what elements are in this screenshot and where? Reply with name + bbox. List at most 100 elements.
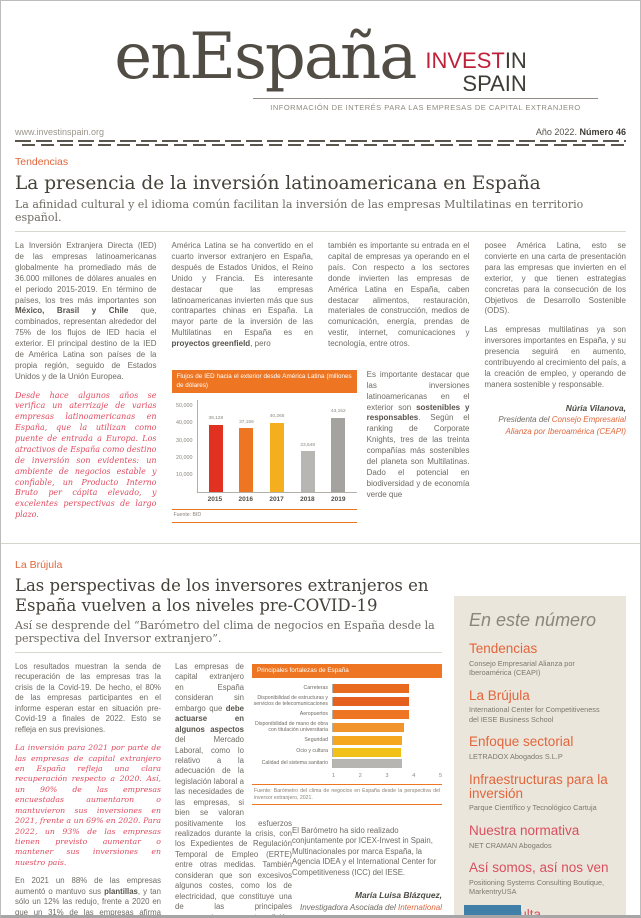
bar-5 bbox=[333, 747, 402, 757]
issue-meta-row: www.investinspain.org Año 2022. Número 4… bbox=[15, 127, 626, 137]
bar-row: Disponibilidad de estructuras y servicio… bbox=[252, 694, 442, 708]
article1-column-3-continued: Es importante destacar que las inversion… bbox=[367, 370, 470, 509]
text-segment: En 2021 un 88% de las empresas aumentó o… bbox=[15, 876, 161, 896]
y-tick-label: 30,000 bbox=[176, 437, 193, 444]
bar-group-2015: 39,128 bbox=[201, 416, 232, 493]
bar-track bbox=[332, 697, 442, 707]
sidebar-item-title: Tendencias bbox=[469, 641, 538, 657]
paragraph: Las empresas multilatinas ya son inverso… bbox=[484, 325, 627, 389]
section-divider bbox=[1, 543, 640, 545]
paragraph: también es importante su entrada en el c… bbox=[328, 241, 470, 349]
article1-chart-row: Flujos de IED hacia el exterior desde Am… bbox=[171, 369, 470, 529]
sidebar-item-subtitle: International Center for Competitiveness… bbox=[469, 705, 600, 724]
sidebar-item-enfoque-sectorial[interactable]: Enfoque sectorial LETRADOX Abogados S.L.P bbox=[469, 735, 611, 761]
article2-signature: María Luisa Blázquez, Investigadora Asoc… bbox=[292, 890, 442, 915]
y-tick-label: 10,000 bbox=[176, 471, 193, 478]
bar-group-2018: 23,648 bbox=[292, 442, 323, 493]
bar-track bbox=[332, 710, 442, 720]
bar-group-2019: 43,152 bbox=[323, 409, 354, 493]
wordmark-enespana: enEspaña bbox=[114, 20, 417, 94]
category-label: Disponibilidad de estructuras y servicio… bbox=[253, 694, 328, 707]
sidebar-item-title: Nuestra normativa bbox=[469, 822, 580, 838]
sidebar-item-title: Infraestructuras para la inversión bbox=[469, 771, 608, 801]
divider bbox=[15, 652, 442, 653]
sidebar-item-subtitle: Parque Científico y Tecnológico Cartuja bbox=[469, 803, 597, 813]
x-tick-label: 2016 bbox=[238, 496, 253, 504]
bar-row: Seguridad bbox=[252, 736, 442, 746]
sidebar-item-asi-somos[interactable]: Así somos, así nos ven Positioning System… bbox=[469, 860, 611, 897]
sidebar-item-title: La Brújula bbox=[469, 687, 530, 703]
bar-value-label: 23,648 bbox=[300, 442, 316, 448]
paragraph: La Inversión Extranjera Directa (IED) de… bbox=[15, 241, 157, 382]
chart-title: Principales fortalezas de España bbox=[252, 664, 442, 679]
bars-area: 39,128 37,156 40,265 23,648 43,152 bbox=[196, 400, 357, 494]
bar-4 bbox=[333, 736, 403, 746]
article2-column-2-3: Principales fortalezas de España Carrete… bbox=[175, 662, 442, 918]
text-segment: , pero bbox=[250, 339, 271, 349]
bar-value-label: 43,152 bbox=[330, 409, 346, 415]
bar-2015 bbox=[208, 424, 223, 493]
bar-value-label: 37,156 bbox=[239, 419, 254, 425]
category-label: Carreteras bbox=[303, 684, 328, 691]
text-segment: Investigadora Asociada del bbox=[299, 902, 398, 912]
y-tick-label: 20,000 bbox=[176, 454, 193, 461]
website-link[interactable]: www.investinspain.org bbox=[15, 127, 105, 138]
article2-column-1: Los resultados muestran la senda de recu… bbox=[15, 662, 161, 915]
x-tick-label: 1 bbox=[332, 772, 336, 779]
article1-signature: Núria Vilanova, Presidenta del Consejo E… bbox=[485, 403, 627, 437]
chart-title: Flujos de IED hacia el exterior desde Am… bbox=[171, 369, 357, 394]
issue-info: Año 2022. Número 46 bbox=[536, 127, 626, 137]
bar-2 bbox=[333, 710, 410, 720]
x-tick-label: 2015 bbox=[207, 496, 223, 504]
x-tick-label: 3 bbox=[385, 772, 389, 779]
paragraph: Es importante destacar que las inversion… bbox=[367, 370, 470, 501]
bar-group-2016: 37,156 bbox=[231, 419, 262, 493]
text-segment: Es importante destacar que las inversion… bbox=[366, 369, 470, 412]
x-axis: 2015 2016 2017 2018 2019 bbox=[197, 493, 357, 505]
bar-3 bbox=[333, 723, 404, 733]
bar-value-label: 40,265 bbox=[269, 414, 285, 420]
bar-group-2017: 40,265 bbox=[262, 414, 293, 493]
text-segment: sostenibles y responsables bbox=[366, 402, 470, 423]
bar-track bbox=[332, 736, 442, 746]
article1-headline: La presencia de la inversión latinoameri… bbox=[15, 173, 541, 195]
y-tick-label: 50,000 bbox=[176, 403, 193, 410]
section-label-la-brujula: La Brújula bbox=[15, 559, 63, 572]
bar-track bbox=[332, 759, 442, 769]
sidebar-item-title: Enfoque sectorial bbox=[469, 734, 574, 750]
logo: enEspaña INVESTIN SPAIN bbox=[15, 20, 626, 95]
ceapi-link[interactable]: Consejo Empresarial Alianza por Iberoamé… bbox=[505, 415, 627, 436]
y-tick-label: 40,000 bbox=[176, 420, 193, 427]
in-this-issue-panel: En este número Tendencias Consejo Empresa… bbox=[454, 596, 626, 915]
sidebar-item-subtitle: NET CRAMAN Abogados bbox=[469, 840, 552, 850]
sidebar-item-subtitle: Positioning Systems Consulting Boutique,… bbox=[469, 877, 605, 897]
bar-value-label: 39,128 bbox=[208, 416, 224, 422]
text-segment: plantillas bbox=[104, 886, 138, 896]
iese-icc-link[interactable]: International Center for Competitiveness… bbox=[312, 902, 442, 915]
article-la-brujula: La Brújula Las perspectivas de los inver… bbox=[15, 550, 442, 918]
sidebar-item-nuestra-normativa[interactable]: Nuestra normativa NET CRAMAN Abogados bbox=[469, 822, 611, 850]
author-name: María Luisa Blázquez, bbox=[354, 890, 442, 901]
divider bbox=[15, 231, 626, 233]
paragraph: En 2021 un 88% de las empresas aumentó o… bbox=[15, 876, 161, 915]
text-segment: que, combinados, representan alrededor d… bbox=[15, 306, 157, 381]
sidebar-item-tendencias[interactable]: Tendencias Consejo Empresarial Alianza po… bbox=[469, 641, 611, 678]
article1-column-1: La Inversión Extranjera Directa (IED) de… bbox=[15, 241, 157, 529]
sidebar-item-la-brujula[interactable]: La Brújula International Center for Compe… bbox=[469, 687, 611, 725]
category-label: Disponibilidad de mano de obra con titul… bbox=[255, 720, 328, 733]
x-tick-label: 5 bbox=[438, 772, 442, 779]
category-label: Aeropuertos bbox=[299, 710, 328, 717]
article2-headline: Las perspectivas de los inversores extra… bbox=[15, 576, 429, 615]
text-segment: del Mercado Laboral, como lo relativo a … bbox=[175, 735, 292, 918]
invest-in-line: INVESTIN bbox=[425, 49, 526, 72]
page-footer-accent bbox=[464, 905, 521, 915]
sidebar-item-infraestructuras[interactable]: Infraestructuras para la inversión Parque… bbox=[469, 771, 611, 813]
bar-track bbox=[332, 723, 442, 733]
y-axis: 50,000 40,000 30,000 20,000 10,000 bbox=[172, 400, 197, 493]
invest-in-spain-logo: INVESTIN SPAIN bbox=[425, 29, 526, 95]
paragraph: El Barómetro ha sido realizado conjuntam… bbox=[292, 826, 437, 877]
issue-number: Número 46 bbox=[579, 127, 626, 138]
bar-2016 bbox=[239, 428, 254, 493]
x-tick-label: 2 bbox=[358, 772, 362, 779]
text-segment: México, Brasil y Chile bbox=[15, 306, 129, 316]
